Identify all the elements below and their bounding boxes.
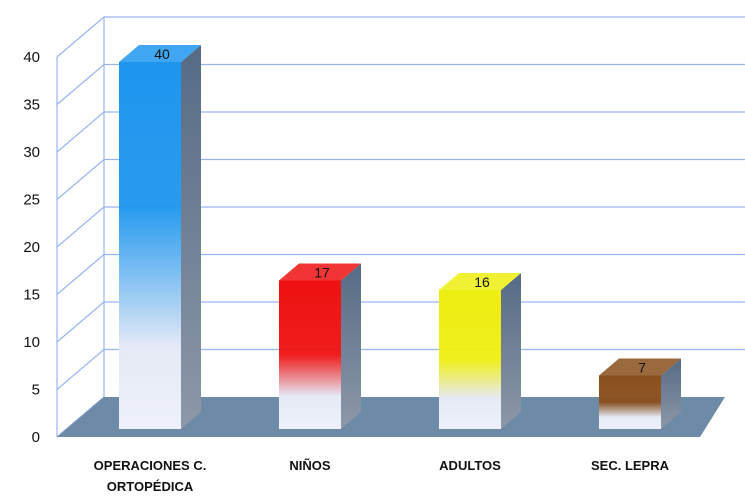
gridline-depth: [56, 16, 105, 58]
bar-3: 7: [599, 358, 681, 429]
y-tick-label: 20: [23, 239, 40, 256]
bar-side: [501, 273, 521, 429]
x-tick-label: ADULTOS: [439, 458, 501, 473]
y-tick-label: 15: [23, 287, 40, 304]
gridline-depth: [56, 159, 105, 200]
bar-1: 17: [279, 263, 361, 429]
gridline-depth: [56, 254, 105, 295]
chart-floor: [57, 397, 725, 437]
data-label: 7: [638, 360, 646, 376]
y-tick-label: 10: [23, 334, 40, 351]
y-tick-labels: 0 5 10 15 20 25 30 35 40: [23, 49, 40, 446]
x-tick-label-line: ADULTOS: [439, 458, 501, 473]
bar-side: [341, 263, 361, 429]
bar-0: 40: [119, 45, 201, 429]
gridline-depth: [56, 349, 105, 390]
bar-front: [279, 280, 341, 429]
data-label: 40: [154, 46, 170, 62]
bar-side: [181, 45, 201, 429]
gridline-depth: [56, 301, 105, 343]
bar-side: [661, 358, 681, 429]
gridline-depth: [56, 206, 105, 248]
x-tick-label: NIÑOS: [289, 458, 331, 473]
bar-front: [439, 290, 501, 429]
x-tick-label: SEC. LEPRA: [591, 458, 670, 473]
x-tick-label-line: NIÑOS: [289, 458, 331, 473]
gridline-depth: [56, 64, 105, 105]
y-tick-label: 25: [23, 192, 40, 209]
bar-top: [599, 358, 681, 376]
data-label: 16: [474, 274, 490, 290]
y-tick-label: 0: [32, 429, 40, 446]
x-tick-label-line: ORTOPÉDICA: [107, 479, 194, 494]
bar-2: 16: [439, 273, 521, 429]
bar-top: [119, 45, 201, 62]
y-tick-label: 5: [32, 382, 40, 399]
x-tick-label-line: OPERACIONES C.: [94, 458, 207, 473]
gridline-depth: [56, 111, 105, 153]
bar-top: [439, 273, 521, 290]
x-tick-label: OPERACIONES C. ORTOPÉDICA: [94, 458, 207, 494]
x-tick-label-line: SEC. LEPRA: [591, 458, 670, 473]
y-tick-label: 40: [23, 49, 40, 66]
data-label: 17: [314, 265, 330, 281]
gridlines: [56, 16, 745, 438]
bar-front: [599, 375, 661, 429]
bar-top: [279, 263, 361, 281]
x-tick-labels: OPERACIONES C. ORTOPÉDICA NIÑOS ADULTOS SEC.…: [94, 458, 670, 494]
y-tick-label: 30: [23, 144, 40, 161]
bar-front: [119, 62, 181, 429]
y-tick-label: 35: [23, 97, 40, 114]
